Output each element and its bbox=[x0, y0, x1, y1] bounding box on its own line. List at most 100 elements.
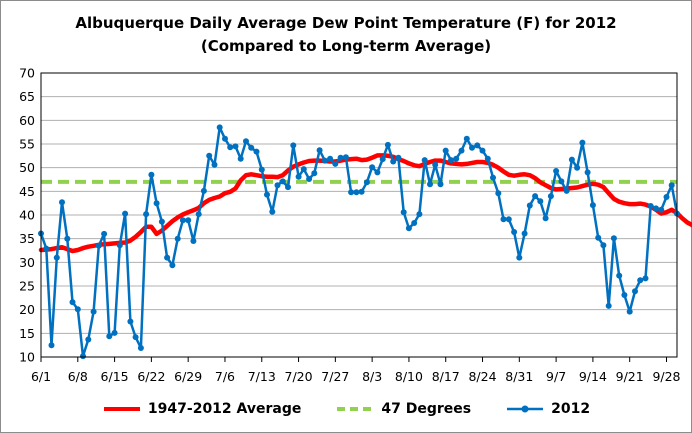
series-2012-point bbox=[169, 262, 176, 269]
series-2012-point bbox=[600, 242, 607, 249]
series-2012-point bbox=[427, 181, 433, 188]
series-2012-point bbox=[663, 194, 670, 200]
series-2012-point bbox=[185, 217, 192, 224]
y-tick-label: 30 bbox=[19, 255, 35, 270]
series-2012-point bbox=[521, 230, 528, 237]
series-average-line bbox=[38, 153, 692, 254]
series-2012-point bbox=[490, 174, 496, 181]
series-2012-point bbox=[106, 333, 113, 340]
series-2012-point bbox=[463, 135, 470, 142]
series-2012-point bbox=[495, 190, 502, 197]
series-2012-point bbox=[553, 168, 560, 174]
x-tick-label: 6/1 bbox=[31, 369, 51, 384]
series-2012-point bbox=[101, 230, 108, 237]
series-2012-point bbox=[658, 206, 665, 213]
x-tick-label: 8/10 bbox=[395, 369, 423, 384]
plot-border bbox=[40, 72, 678, 358]
series-2012-point bbox=[642, 275, 649, 282]
series-2012-point bbox=[274, 182, 281, 189]
series-2012-point bbox=[574, 164, 581, 171]
series-2012-point bbox=[190, 238, 197, 244]
series-2012-point bbox=[153, 200, 160, 207]
y-axis-ticks: 10 15 20 25 30 35 40 45 50 55 60 65 70 bbox=[19, 66, 35, 365]
series-2012-point bbox=[200, 187, 207, 194]
series-2012-point bbox=[605, 302, 612, 309]
x-tick-label: 8/17 bbox=[432, 369, 460, 384]
series-2012-point bbox=[279, 178, 286, 185]
series-2012-point bbox=[363, 179, 370, 186]
series-2012-point bbox=[53, 254, 60, 261]
series-2012-point bbox=[59, 199, 65, 206]
series-2012-point bbox=[547, 193, 554, 200]
series-2012-point bbox=[174, 235, 181, 242]
y-tick-label: 65 bbox=[19, 89, 35, 104]
legend-label-47-degrees: 47 Degrees bbox=[381, 401, 472, 417]
series-2012-point bbox=[526, 202, 533, 209]
series-2012-point bbox=[95, 242, 102, 249]
series-2012-point bbox=[616, 272, 623, 279]
y-tick-label: 15 bbox=[19, 326, 35, 341]
series-2012-point bbox=[400, 209, 407, 216]
series-2012-point bbox=[453, 155, 460, 162]
series-2012-point bbox=[206, 152, 213, 159]
series-2012-point bbox=[90, 308, 97, 315]
chart-title: Albuquerque Daily Average Dew Point Temp… bbox=[75, 14, 617, 32]
series-2012-point bbox=[74, 306, 81, 313]
series-2012-point bbox=[337, 154, 344, 161]
y-tick-label: 25 bbox=[19, 279, 35, 294]
legend-swatch-average bbox=[102, 403, 142, 415]
series-2012-point bbox=[148, 171, 155, 178]
legend-swatch-2012 bbox=[505, 403, 545, 415]
series-2012-point bbox=[421, 157, 428, 164]
series-2012-point bbox=[143, 211, 150, 218]
series-layer bbox=[38, 124, 692, 360]
series-2012-point bbox=[390, 158, 397, 165]
legend-item-average: 1947-2012 Average bbox=[102, 401, 301, 417]
series-2012-point bbox=[647, 203, 654, 209]
series-2012-point bbox=[43, 245, 50, 252]
series-2012-point bbox=[579, 139, 586, 146]
series-2012-point bbox=[479, 147, 486, 154]
legend-item-2012: 2012 bbox=[505, 401, 590, 417]
series-2012-point bbox=[132, 334, 139, 341]
legend-item-47-degrees: 47 Degrees bbox=[335, 401, 471, 417]
legend-swatch-47-degrees bbox=[335, 403, 375, 415]
series-2012-point bbox=[332, 160, 339, 167]
series-2012-point bbox=[458, 147, 465, 154]
grid-lines bbox=[41, 72, 677, 358]
series-2012-point bbox=[584, 169, 591, 176]
series-2012-point bbox=[500, 216, 507, 223]
series-2012-point bbox=[69, 299, 76, 306]
x-tick-label: 8/24 bbox=[468, 369, 496, 384]
series-2012-point bbox=[300, 166, 307, 173]
series-2012-point bbox=[411, 220, 418, 226]
series-2012-point bbox=[164, 254, 171, 261]
series-2012-point bbox=[158, 218, 165, 225]
series-2012-point bbox=[285, 184, 291, 191]
series-2012-point bbox=[474, 142, 481, 149]
series-2012-point bbox=[637, 277, 644, 284]
series-2012-point bbox=[405, 225, 412, 232]
series-2012-point bbox=[127, 318, 134, 325]
series-2012-point bbox=[589, 202, 596, 209]
series-2012-point bbox=[195, 211, 202, 218]
series-2012-point bbox=[542, 215, 549, 222]
series-2012-point bbox=[348, 189, 355, 196]
series-2012-point bbox=[437, 181, 444, 188]
series-2012-point bbox=[384, 141, 391, 148]
x-tick-label: 6/15 bbox=[101, 369, 129, 384]
y-tick-label: 10 bbox=[19, 350, 35, 365]
series-2012-point bbox=[432, 161, 439, 168]
series-2012-point bbox=[537, 198, 544, 205]
y-tick-label: 60 bbox=[19, 113, 35, 128]
series-2012-point bbox=[248, 144, 255, 151]
series-2012-point bbox=[484, 155, 491, 162]
series-2012-point bbox=[64, 235, 71, 242]
series-2012-point bbox=[395, 154, 402, 161]
series-2012-point bbox=[116, 242, 123, 249]
y-tick-label: 55 bbox=[19, 137, 35, 152]
series-2012-point bbox=[253, 148, 260, 155]
y-tick-label: 70 bbox=[19, 66, 35, 81]
